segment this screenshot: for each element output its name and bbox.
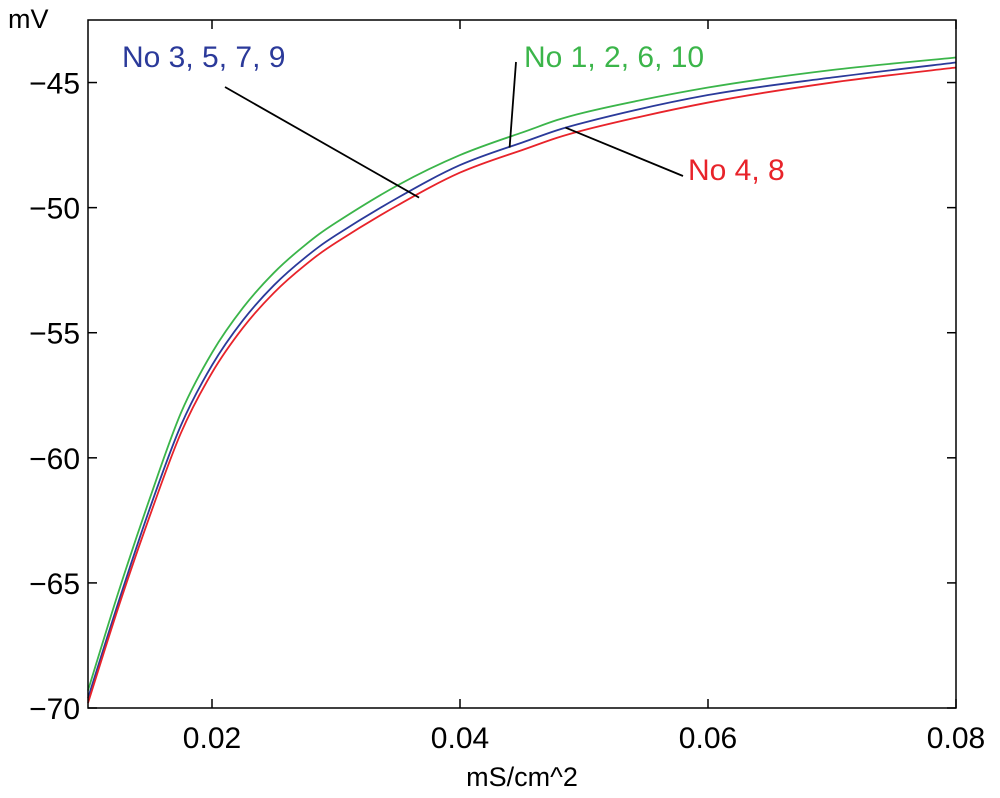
- y-tick-label: −55: [29, 318, 80, 351]
- x-tick-label: 0.04: [431, 722, 489, 755]
- x-tick-label: 0.02: [183, 722, 241, 755]
- y-axis-label: mV: [8, 4, 49, 34]
- annotation-label-green: No 1, 2, 6, 10: [524, 41, 704, 74]
- plot-frame: [87, 19, 957, 709]
- series-lines: [87, 56, 957, 704]
- x-axis-label: mS/cm^2: [466, 762, 578, 792]
- plot-background: [88, 20, 956, 708]
- y-axis-ticks: −70 −65 −60 −55 −50 −45: [29, 68, 956, 726]
- x-tick-label: 0.08: [927, 722, 985, 755]
- y-tick-label: −65: [29, 568, 80, 601]
- annotation-leaders: [224, 61, 684, 199]
- annotation-leader-line: [508, 61, 517, 148]
- series-line-blue: [87, 61, 957, 699]
- y-tick-label: −70: [29, 693, 80, 726]
- annotation-label-red: No 4, 8: [688, 154, 785, 187]
- annotation-label-blue: No 3, 5, 7, 9: [122, 41, 285, 74]
- y-tick-label: −45: [29, 68, 80, 101]
- y-tick-label: −50: [29, 193, 80, 226]
- annotation-leader-line: [565, 126, 684, 177]
- x-axis-ticks: 0.02 0.04 0.06 0.08: [183, 20, 985, 755]
- annotation-leader-line: [224, 86, 420, 199]
- y-tick-label: −60: [29, 443, 80, 476]
- series-line-green: [87, 56, 957, 691]
- series-line-red: [87, 66, 957, 704]
- x-tick-label: 0.06: [679, 722, 737, 755]
